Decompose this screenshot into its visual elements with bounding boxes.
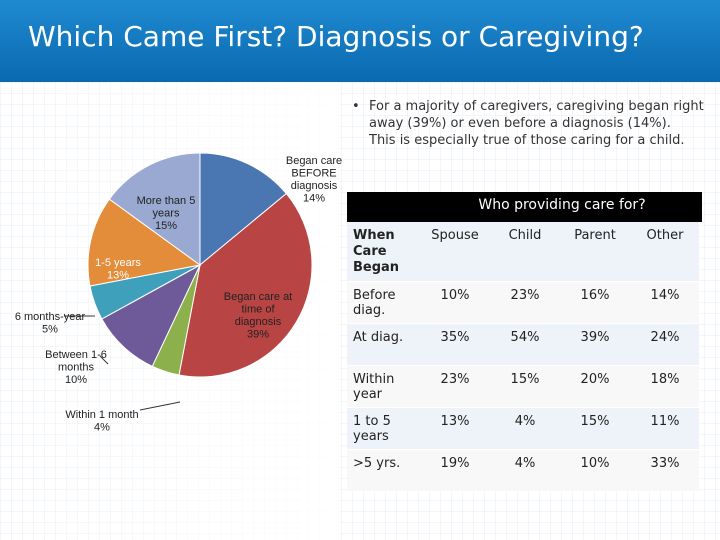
header-cell-when: When Care Began — [347, 222, 419, 282]
cell-value: 10% — [419, 282, 489, 324]
table-row: Before diag. 10% 23% 16% 14% — [347, 282, 699, 324]
summary-bullet: • For a majority of caregivers, caregivi… — [352, 98, 712, 149]
pie-chart: Began care BEFORE diagnosis 14% Began care a… — [0, 140, 350, 460]
cell-value: 33% — [629, 450, 699, 492]
cell-value: 24% — [629, 324, 699, 366]
cell-value: 15% — [489, 366, 559, 408]
cell-value: 23% — [489, 282, 559, 324]
bullet-marker: • — [352, 99, 360, 114]
cell-value: 20% — [559, 366, 629, 408]
cell-value: 15% — [559, 408, 629, 450]
label-more-than-5-years: More than 5 years 15% — [137, 195, 196, 232]
cell-value: 54% — [489, 324, 559, 366]
table-banner-text: Who providing care for? — [478, 197, 646, 213]
bullet-text: For a majority of caregivers, caregiving… — [369, 99, 704, 131]
row-label: Before diag. — [347, 282, 419, 324]
row-label: At diag. — [347, 324, 419, 366]
pie-chart-svg: Began care BEFORE diagnosis 14% Began care a… — [15, 152, 342, 434]
table-row: Within year 23% 15% 20% 18% — [347, 366, 699, 408]
cell-value: 18% — [629, 366, 699, 408]
slice-before-diagnosis — [199, 152, 288, 267]
table-row: >5 yrs. 19% 4% 10% 33% — [347, 450, 699, 492]
care-table: When Care Began Spouse Child Parent Othe… — [347, 222, 699, 492]
cell-value: 16% — [559, 282, 629, 324]
table-header-row: When Care Began Spouse Child Parent Othe… — [347, 222, 699, 282]
label-at-diagnosis: Began care at time of diagnosis 39% — [224, 291, 293, 341]
slice-1-5-years — [87, 198, 202, 287]
row-label: >5 yrs. — [347, 450, 419, 492]
bullet-text-2: This is especially true of those caring … — [369, 133, 685, 148]
label-1-5-years: 1-5 years 13% — [95, 257, 141, 282]
cell-value: 13% — [419, 408, 489, 450]
row-label: 1 to 5 years — [347, 408, 419, 450]
cell-value: 10% — [559, 450, 629, 492]
cell-value: 35% — [419, 324, 489, 366]
table-banner: Who providing care for? — [347, 192, 702, 222]
page-title: Which Came First? Diagnosis or Caregivin… — [28, 20, 644, 53]
cell-value: 23% — [419, 366, 489, 408]
leader-line-within-1-month — [139, 401, 181, 411]
header-cell-child: Child — [489, 222, 559, 282]
cell-value: 4% — [489, 450, 559, 492]
header-cell-spouse: Spouse — [419, 222, 489, 282]
cell-value: 11% — [629, 408, 699, 450]
label-within-1-month: Within 1 month 4% — [65, 409, 138, 434]
header-cell-parent: Parent — [559, 222, 629, 282]
label-6-months-year: 6 months-year 5% — [15, 311, 86, 336]
cell-value: 19% — [419, 450, 489, 492]
table-row: At diag. 35% 54% 39% 24% — [347, 324, 699, 366]
slice-at-diagnosis — [178, 192, 313, 378]
title-bar: Which Came First? Diagnosis or Caregivin… — [0, 0, 720, 82]
header-cell-other: Other — [629, 222, 699, 282]
table-row: 1 to 5 years 13% 4% 15% 11% — [347, 408, 699, 450]
cell-value: 14% — [629, 282, 699, 324]
slice-more-than-5-years — [108, 152, 201, 266]
label-before-diagnosis: Began care BEFORE diagnosis 14% — [286, 155, 342, 205]
cell-value: 39% — [559, 324, 629, 366]
cell-value: 4% — [489, 408, 559, 450]
leader-line-1-6-months — [99, 355, 109, 365]
row-label: Within year — [347, 366, 419, 408]
label-between-1-6-months: Between 1-6 months 10% — [45, 349, 107, 386]
